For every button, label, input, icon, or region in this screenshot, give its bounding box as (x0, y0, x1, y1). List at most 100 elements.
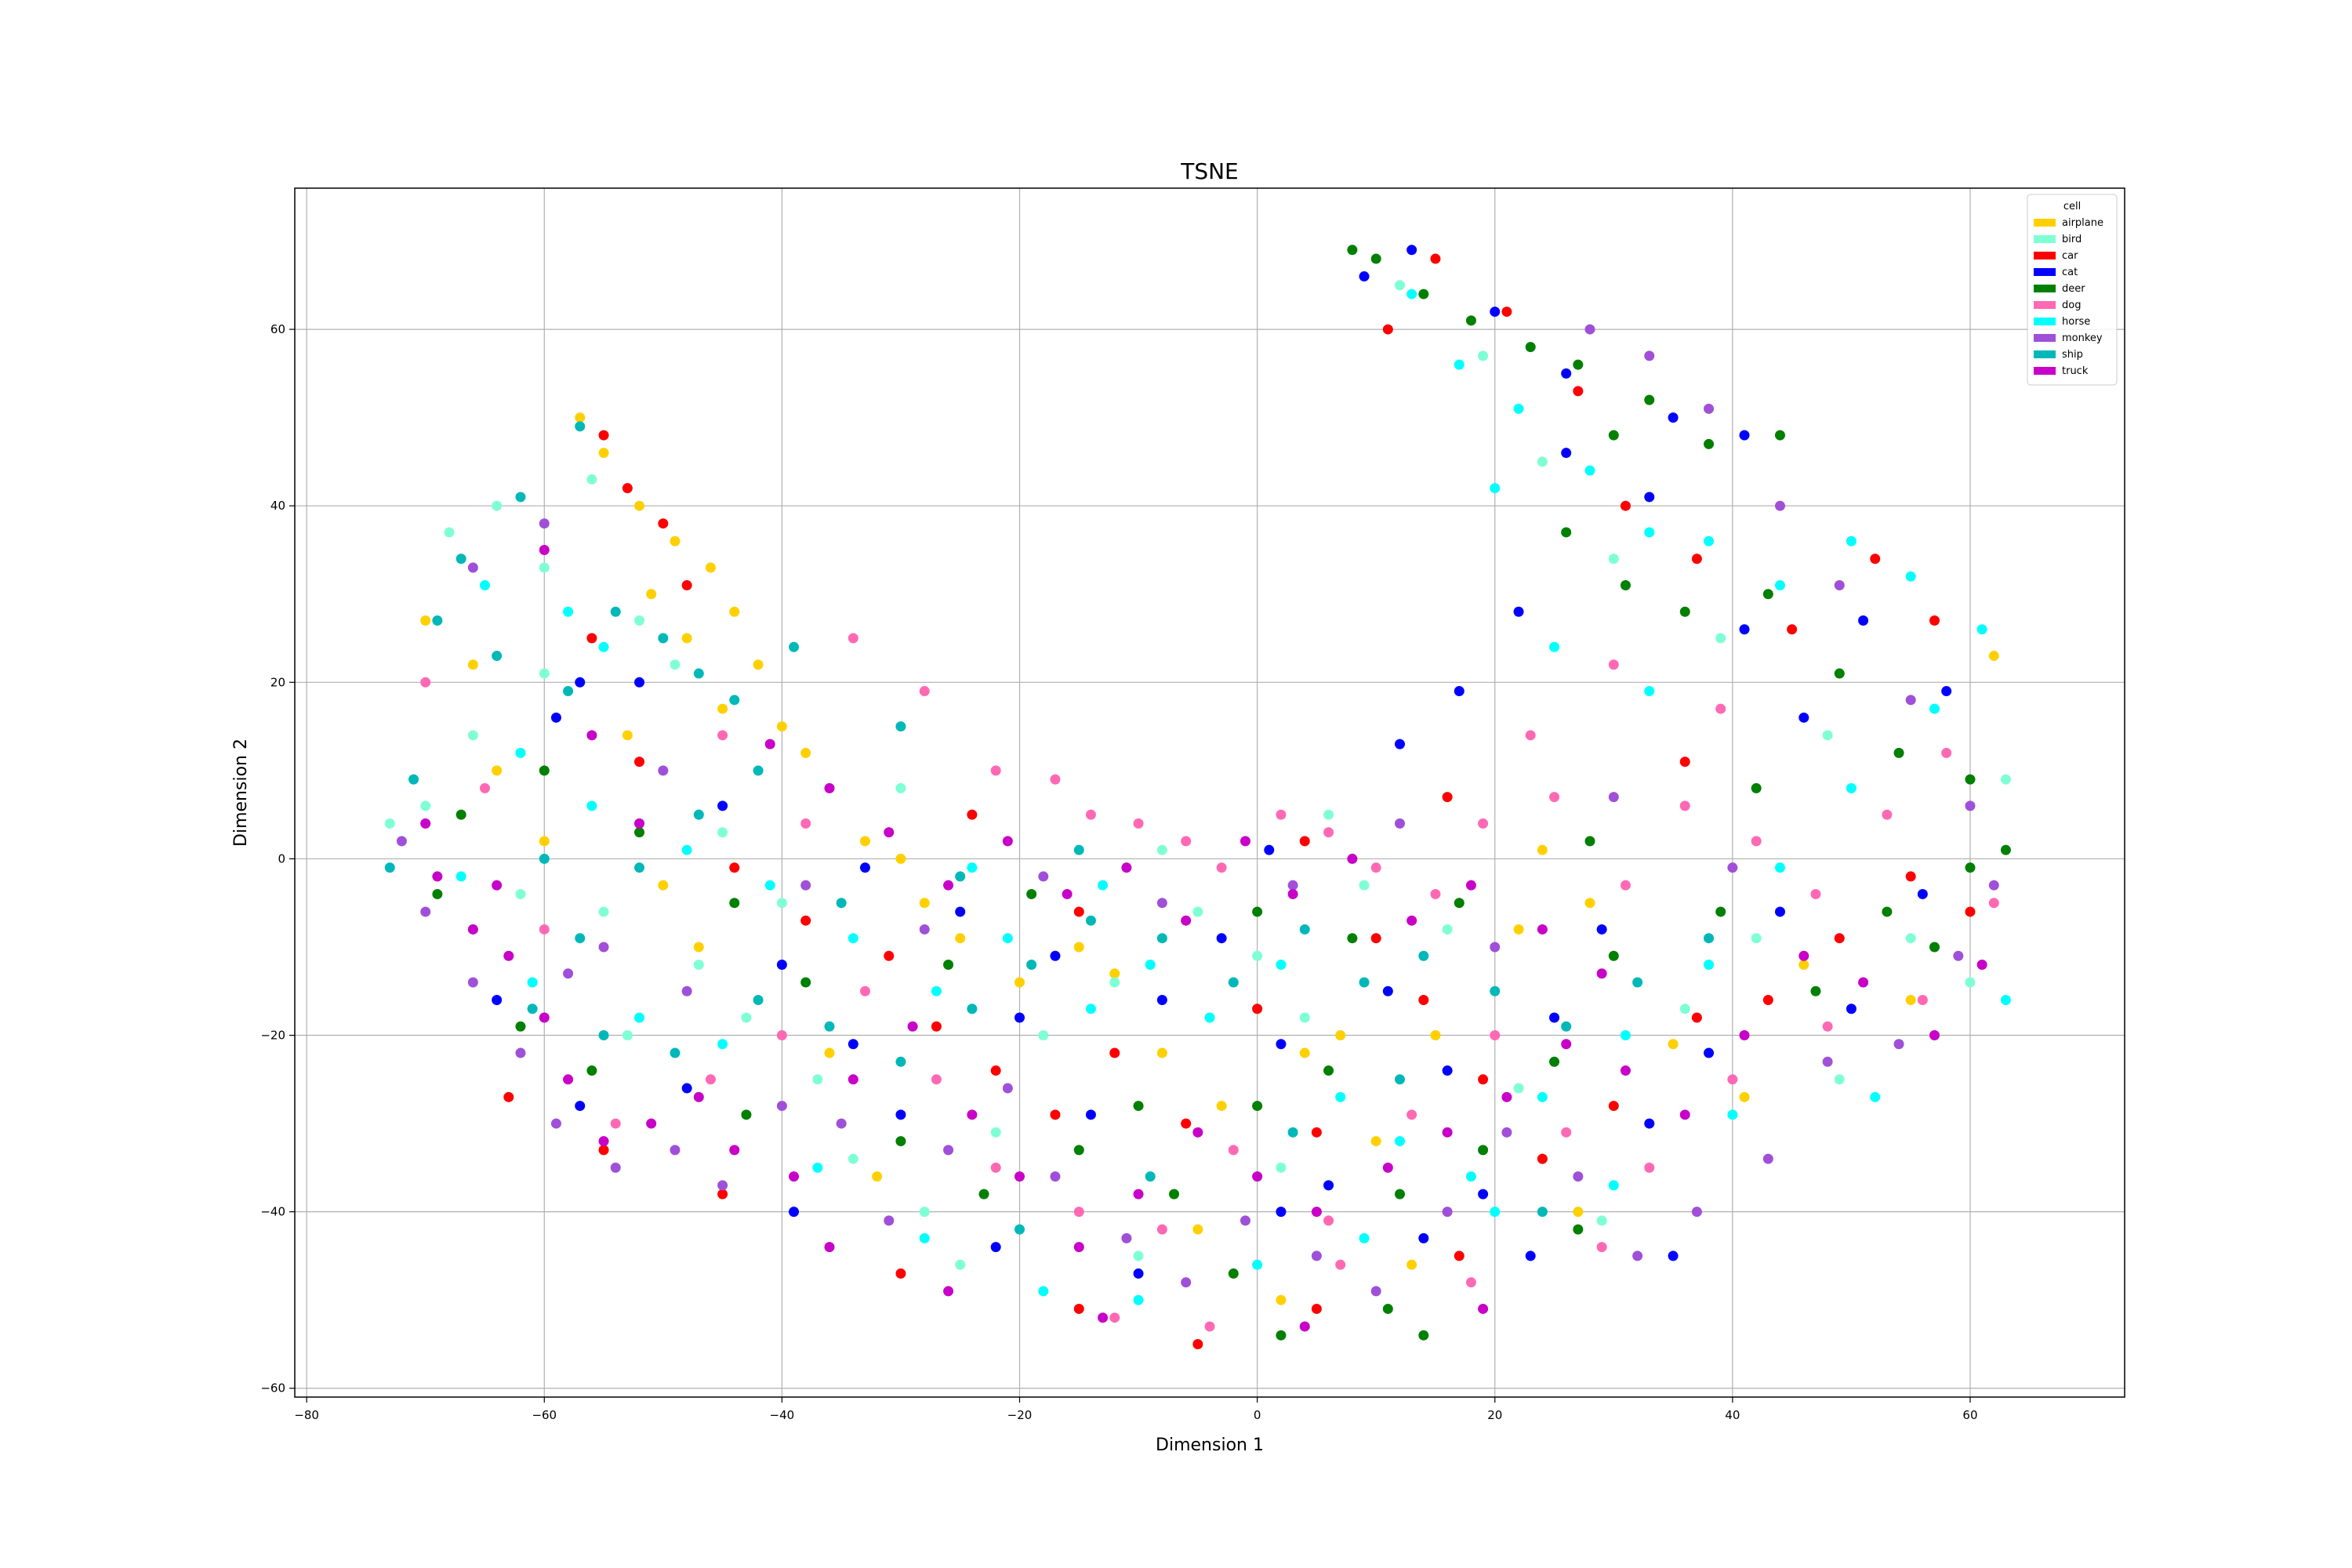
truck-point (1240, 836, 1250, 847)
cat-point (990, 1242, 1001, 1253)
ship-point (1537, 1207, 1548, 1218)
deer-point (1573, 1224, 1584, 1235)
legend-label-airplane: airplane (2062, 217, 2103, 229)
horse-point (967, 862, 978, 873)
airplane-point (859, 836, 870, 847)
cat-point (1739, 430, 1750, 441)
horse-point (919, 1232, 930, 1243)
horse-point (1276, 959, 1287, 970)
truck-point (848, 1074, 858, 1085)
cat-point (1394, 739, 1405, 750)
airplane-point (1192, 1224, 1203, 1235)
monkey-point (1762, 1153, 1773, 1164)
truck-point (764, 739, 775, 750)
ship-point (670, 1047, 681, 1058)
bird-point (586, 474, 597, 485)
car-point (729, 862, 740, 873)
dog-point (931, 1074, 942, 1085)
horse-point (527, 977, 538, 988)
bird-point (444, 527, 455, 538)
car-point (1073, 1303, 1084, 1314)
dog-point (1085, 809, 1096, 820)
truck-point (1537, 924, 1548, 935)
dog-point (717, 730, 728, 741)
cat-point (717, 800, 728, 811)
bird-point (1537, 456, 1548, 467)
cat-point (1050, 950, 1061, 961)
cat-point (1276, 1039, 1287, 1050)
car-point (1834, 933, 1845, 944)
bird-point (598, 906, 609, 917)
ship-point (753, 765, 764, 776)
truck-point (1858, 977, 1869, 988)
car-point (1870, 554, 1881, 564)
dog-point (705, 1074, 716, 1085)
bird-point (1156, 844, 1167, 855)
cat-point (1739, 624, 1750, 635)
monkey-point (1953, 950, 1964, 961)
car-point (681, 579, 692, 590)
cat-point (492, 995, 503, 1006)
truck-point (967, 1109, 978, 1120)
airplane-point (1370, 1136, 1381, 1147)
car-point (634, 757, 645, 768)
car-point (586, 633, 597, 644)
ship-point (575, 421, 586, 432)
deer-point (1252, 906, 1263, 917)
car-point (1762, 995, 1773, 1006)
cat-point (1478, 1189, 1489, 1200)
cat-point (681, 1083, 692, 1094)
ship-point (456, 554, 466, 564)
bird-point (717, 827, 728, 838)
bird-point (1359, 880, 1370, 891)
legend-swatch-ship (2034, 350, 2056, 358)
ship-point (515, 492, 526, 503)
cat-point (1014, 1012, 1025, 1023)
monkey-point (539, 518, 550, 529)
monkey-point (420, 906, 431, 917)
ship-point (693, 668, 704, 679)
deer-point (1893, 747, 1904, 758)
horse-point (1145, 959, 1156, 970)
y-axis-ticks: −60 −40 −20 0 20 40 60 (260, 322, 295, 1396)
x-tick-label: 20 (1487, 1408, 1502, 1422)
dog-point (1596, 1242, 1607, 1253)
bird-point (776, 898, 787, 909)
ship-point (1014, 1224, 1025, 1235)
deer-point (1026, 888, 1037, 899)
truck-point (1798, 950, 1809, 961)
monkey-point (610, 1162, 621, 1173)
deer-point (1810, 985, 1821, 996)
bird-point (1478, 350, 1489, 361)
truck-point (1501, 1091, 1512, 1102)
monkey-point (1002, 1083, 1013, 1094)
bird-point (741, 1012, 752, 1023)
truck-point (1014, 1171, 1025, 1182)
airplane-point (1073, 942, 1084, 953)
ship-point (789, 641, 800, 652)
deer-point (1965, 862, 1976, 873)
truck-point (1181, 915, 1192, 926)
monkey-point (1691, 1207, 1702, 1218)
monkey-point (1370, 1286, 1381, 1297)
x-axis-ticks: −80 −60 −40 −20 0 20 40 60 (294, 1397, 1978, 1422)
series-monkey (396, 324, 1999, 1297)
airplane-point (1406, 1259, 1417, 1270)
car-point (931, 1021, 942, 1032)
truck-point (1929, 1030, 1940, 1041)
ship-point (1561, 1021, 1572, 1032)
cat-point (1668, 1250, 1679, 1261)
bird-point (955, 1259, 966, 1270)
truck-point (1442, 1127, 1453, 1138)
cat-point (1382, 985, 1393, 996)
dog-point (420, 677, 431, 688)
series-horse (456, 289, 2011, 1305)
ship-point (634, 862, 645, 873)
ship-point (1490, 985, 1501, 996)
airplane-point (895, 853, 906, 864)
horse-point (1490, 483, 1501, 494)
dog-point (848, 633, 858, 644)
airplane-point (919, 898, 930, 909)
monkey-point (1834, 579, 1845, 590)
dog-point (479, 782, 490, 793)
